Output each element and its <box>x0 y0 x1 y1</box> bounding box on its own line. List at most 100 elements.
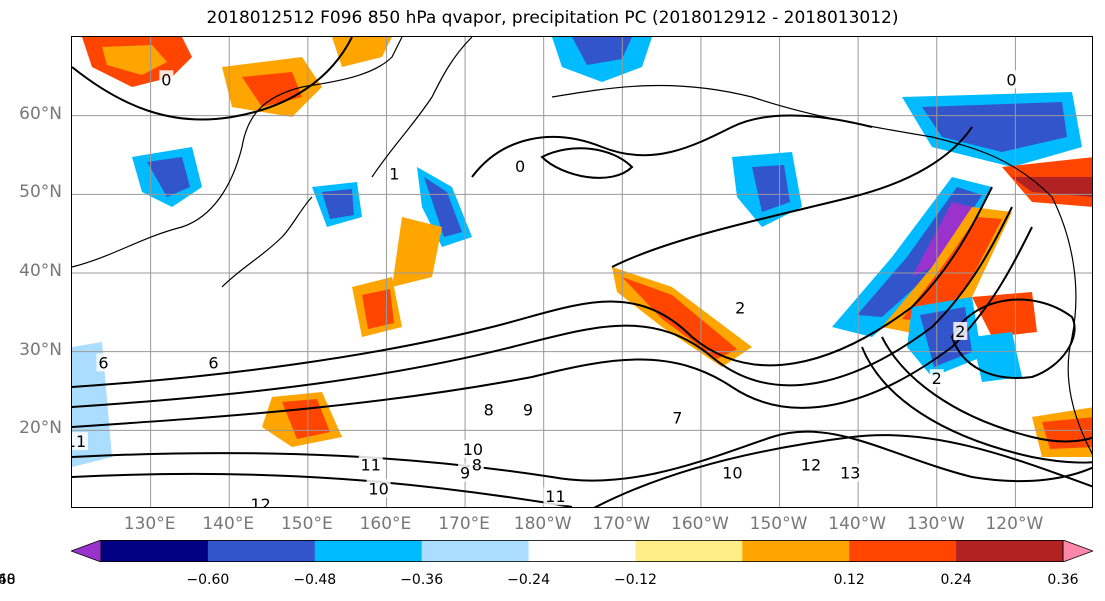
anomaly-patch-positive <box>332 37 392 67</box>
contour-label: 12 <box>801 456 821 475</box>
longitude-label: 150°W <box>749 514 808 534</box>
colorbar-tick-label: −0.60 <box>186 572 230 588</box>
contour-line <box>72 472 573 507</box>
colorbar-segment <box>101 540 209 562</box>
contour-label-background <box>1004 70 1019 89</box>
colorbar <box>71 540 1093 562</box>
longitude-label: 140°W <box>828 514 887 534</box>
contour-line <box>881 336 1092 443</box>
colorbar-segment <box>314 540 423 562</box>
contour-label: 12 <box>250 495 270 508</box>
contour-line <box>72 37 353 121</box>
contour-line <box>72 186 993 388</box>
latitude-label: 40°N <box>19 261 62 281</box>
longitude-label: 170°W <box>592 514 651 534</box>
contour-label: 9 <box>460 464 470 483</box>
contour-label-background <box>206 353 221 372</box>
anomaly-patch-positive <box>1012 177 1092 197</box>
contour-label-background <box>469 455 484 474</box>
contour-label: 10 <box>722 464 742 483</box>
contour-label: 2 <box>955 322 965 341</box>
contour-line <box>540 147 634 179</box>
map-panel: 00102227891010111110121312116698 <box>71 36 1093 508</box>
contour-label-background <box>96 353 111 372</box>
colorbar-tick-label: 0.24 <box>940 572 972 588</box>
contour-line <box>593 434 1092 507</box>
longitude-label: 130°W <box>906 514 965 534</box>
contour-label: 6 <box>98 353 108 372</box>
longitude-label: 130°E <box>123 514 176 534</box>
contour-label-background <box>72 432 88 451</box>
contour-label-background <box>838 463 863 482</box>
contour-label: 2 <box>932 369 942 388</box>
contour-label: 1 <box>389 165 399 184</box>
contour-label-background <box>670 408 685 427</box>
latitude-label: 60°N <box>19 103 62 124</box>
anomaly-patch-positive <box>622 277 737 359</box>
anomaly-patch-negative <box>322 189 354 219</box>
contour-label-background <box>159 70 174 89</box>
contour-label-background <box>520 400 535 419</box>
longitude-label: 150°E <box>280 514 333 534</box>
coastline-asia <box>72 37 403 268</box>
latitude-label: 50°N <box>19 182 62 203</box>
anomaly-patch-positive <box>392 217 442 287</box>
contour-line <box>950 298 1076 379</box>
longitude-label: 170°E <box>438 514 490 534</box>
colorbar-tick-label: −0.12 <box>613 572 657 588</box>
map-title: 2018012512 F096 850 hPa qvapor, precipit… <box>206 8 899 28</box>
longitude-label: 120°W <box>985 514 1044 534</box>
contour-label: 0 <box>161 70 171 89</box>
contour-label: 6 <box>208 353 218 372</box>
anomaly-patch-negative <box>147 157 190 197</box>
anomaly-patch-negative <box>922 102 1067 152</box>
coastlines <box>72 37 1092 455</box>
contour-label: 9 <box>523 401 533 420</box>
colorbar-outline <box>100 540 1064 562</box>
contour-label-background <box>366 479 391 498</box>
colorbar-tick-label: 0.60 <box>0 572 16 588</box>
contour-label-background <box>248 495 273 507</box>
colorbar-segment <box>528 540 636 562</box>
longitude-label: 160°W <box>671 514 729 534</box>
anomaly-patch-positive <box>972 292 1037 337</box>
contour-label-background <box>798 455 823 474</box>
contour-label: 7 <box>672 409 682 428</box>
anomaly-patch-negative <box>912 202 972 277</box>
contour-label: 8 <box>484 401 494 420</box>
colorbar-segment <box>742 540 850 562</box>
anomaly-patch-positive <box>902 217 1002 322</box>
colorbar-tick-label: −0.24 <box>507 572 550 588</box>
contour-line <box>611 126 973 268</box>
contour-label: 0 <box>515 157 525 176</box>
contour-label-background <box>543 487 568 506</box>
contour-label: 11 <box>72 432 86 451</box>
contour-label: 2 <box>735 298 745 317</box>
colorbar-extend-max <box>1062 540 1093 562</box>
colorbar-segment <box>635 540 743 562</box>
contour-label-background <box>358 455 383 474</box>
colorbar-tick-label: 0.48 <box>0 572 16 588</box>
contour-label-background <box>720 463 745 482</box>
colorbar-segment <box>956 540 1064 562</box>
colorbar-tick-label: 0.12 <box>833 572 865 588</box>
longitude-label: 160°E <box>359 514 412 534</box>
contour-label: 11 <box>545 487 565 506</box>
contour-labels: 00102227891010111110121312116698 <box>72 70 1019 508</box>
contour-label-background <box>953 322 968 340</box>
colorbar-tick-label: −0.36 <box>400 572 444 588</box>
anomaly-patch-negative <box>572 37 632 65</box>
contour-label: 10 <box>368 479 388 498</box>
contour-line <box>72 206 1013 408</box>
contour-label-background <box>458 463 473 482</box>
anomaly-patch-positive <box>242 72 302 107</box>
contour-label: 13 <box>840 464 860 483</box>
contour-label: 11 <box>361 456 381 475</box>
contour-label: 0 <box>1006 70 1016 89</box>
contour-line <box>72 430 1092 483</box>
colorbar-segment <box>421 540 530 562</box>
colorbar-segment <box>849 540 957 562</box>
contour-line <box>471 114 873 178</box>
map-canvas: 00102227891010111110121312116698 <box>72 37 1092 508</box>
contour-label-background <box>513 156 528 175</box>
